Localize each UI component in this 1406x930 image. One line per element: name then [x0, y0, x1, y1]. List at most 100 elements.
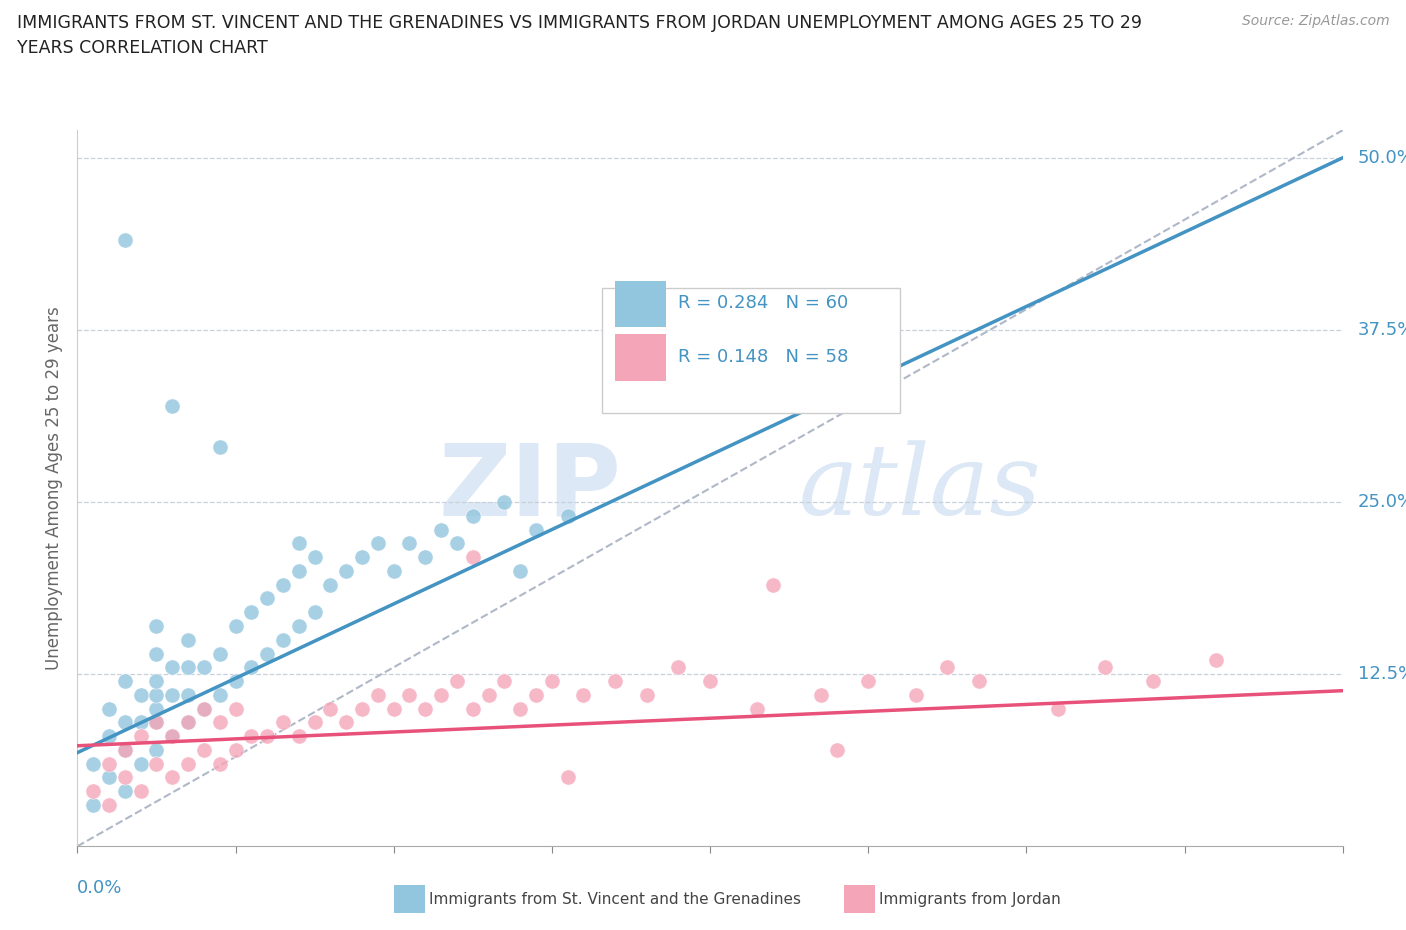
Point [288, 536, 311, 551]
Text: Source: ZipAtlas.com: Source: ZipAtlas.com [1241, 14, 1389, 28]
Point [98, 798, 120, 813]
Text: 50.0%: 50.0% [1358, 149, 1406, 166]
Point [367, 536, 389, 551]
Point [256, 646, 278, 661]
Point [382, 564, 405, 578]
Point [177, 632, 200, 647]
Point [494, 495, 516, 510]
Point [129, 729, 152, 744]
Point [304, 715, 326, 730]
Point [162, 729, 183, 744]
Point [208, 715, 231, 730]
Text: 25.0%: 25.0% [1358, 493, 1406, 511]
Point [461, 701, 484, 716]
Point [225, 701, 247, 716]
Point [114, 784, 136, 799]
Point [509, 701, 531, 716]
Text: 0.0%: 0.0% [77, 879, 122, 897]
Point [858, 673, 880, 688]
Point [668, 660, 690, 675]
Point [145, 701, 167, 716]
Point [129, 756, 152, 771]
Y-axis label: Unemployment Among Ages 25 to 29 years: Unemployment Among Ages 25 to 29 years [45, 306, 63, 671]
Point [193, 701, 215, 716]
Point [98, 756, 120, 771]
Point [193, 660, 215, 675]
Point [967, 673, 990, 688]
Point [145, 742, 167, 757]
Point [271, 715, 294, 730]
Point [288, 618, 311, 633]
Point [145, 646, 167, 661]
Point [430, 522, 453, 537]
Point [636, 687, 658, 702]
Text: Immigrants from St. Vincent and the Grenadines: Immigrants from St. Vincent and the Gren… [429, 892, 801, 907]
Point [430, 687, 453, 702]
Point [335, 564, 357, 578]
Text: 37.5%: 37.5% [1358, 321, 1406, 339]
Text: R = 0.284   N = 60: R = 0.284 N = 60 [679, 295, 849, 312]
Point [82, 784, 104, 799]
Point [145, 756, 167, 771]
Point [825, 742, 848, 757]
Text: atlas: atlas [799, 441, 1042, 536]
Point [193, 701, 215, 716]
Text: 12.5%: 12.5% [1358, 665, 1406, 684]
Point [699, 673, 721, 688]
Point [98, 770, 120, 785]
Point [240, 729, 263, 744]
Point [605, 673, 627, 688]
Point [193, 742, 215, 757]
Point [177, 687, 200, 702]
Point [461, 550, 484, 565]
Point [162, 729, 183, 744]
Point [557, 509, 579, 524]
Text: YEARS CORRELATION CHART: YEARS CORRELATION CHART [17, 39, 267, 57]
Point [367, 687, 389, 702]
Point [524, 687, 547, 702]
FancyBboxPatch shape [616, 281, 666, 327]
Point [114, 770, 136, 785]
Point [208, 756, 231, 771]
Point [162, 398, 183, 413]
Point [1046, 701, 1070, 716]
Point [747, 701, 769, 716]
Point [129, 687, 152, 702]
Point [1142, 673, 1164, 688]
Point [162, 687, 183, 702]
Point [177, 715, 200, 730]
Point [98, 729, 120, 744]
Point [225, 742, 247, 757]
Point [208, 646, 231, 661]
Point [145, 618, 167, 633]
Point [494, 673, 516, 688]
Point [1094, 660, 1116, 675]
Point [319, 578, 342, 592]
Point [540, 673, 562, 688]
Point [145, 715, 167, 730]
Point [114, 232, 136, 247]
Point [129, 784, 152, 799]
Point [524, 522, 547, 537]
Point [177, 715, 200, 730]
Point [225, 673, 247, 688]
Text: R = 0.148   N = 58: R = 0.148 N = 58 [679, 348, 849, 366]
Point [509, 564, 531, 578]
Point [304, 604, 326, 619]
Point [1205, 653, 1227, 668]
Point [225, 618, 247, 633]
Point [162, 770, 183, 785]
Point [288, 729, 311, 744]
Point [762, 578, 785, 592]
Point [304, 550, 326, 565]
Point [557, 770, 579, 785]
Point [335, 715, 357, 730]
Point [145, 715, 167, 730]
Point [904, 687, 927, 702]
Point [446, 673, 468, 688]
Point [288, 564, 311, 578]
Point [461, 509, 484, 524]
FancyBboxPatch shape [603, 287, 900, 413]
Point [177, 756, 200, 771]
Point [240, 604, 263, 619]
